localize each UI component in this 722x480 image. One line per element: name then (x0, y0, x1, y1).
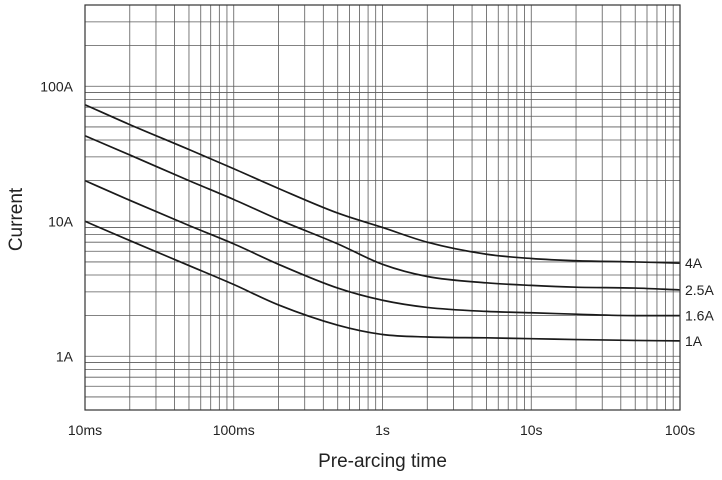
x-tick-label: 100ms (213, 422, 255, 438)
y-tick-label: 1A (56, 348, 74, 364)
y-tick-labels: 1A 10A 100A (40, 78, 73, 364)
x-tick-label: 10ms (68, 422, 102, 438)
series-label-2.5A: 2.5A (685, 282, 714, 298)
grid (84, 4, 681, 411)
series-line-2.5A (84, 134, 681, 291)
series-label-4A: 4A (685, 255, 703, 271)
series-label-1A: 1A (685, 333, 703, 349)
y-tick-label: 100A (40, 78, 73, 94)
series-line-1.6A (84, 179, 680, 317)
plot-frame (84, 4, 681, 411)
curves (84, 103, 681, 342)
x-tick-label: 10s (520, 422, 543, 438)
x-tick-labels: 10ms 100ms 1s 10s 100s (68, 422, 695, 438)
series-line-1A (84, 220, 681, 342)
series-labels: 4A 2.5A 1.6A 1A (685, 255, 714, 349)
x-tick-label: 100s (665, 422, 695, 438)
y-axis-title: Current (6, 187, 27, 251)
y-tick-label: 10A (48, 213, 74, 229)
series-line-4A (84, 103, 681, 264)
x-tick-label: 1s (375, 422, 390, 438)
x-axis-title: Pre-arcing time (318, 451, 447, 472)
series-label-1.6A: 1.6A (685, 308, 714, 324)
